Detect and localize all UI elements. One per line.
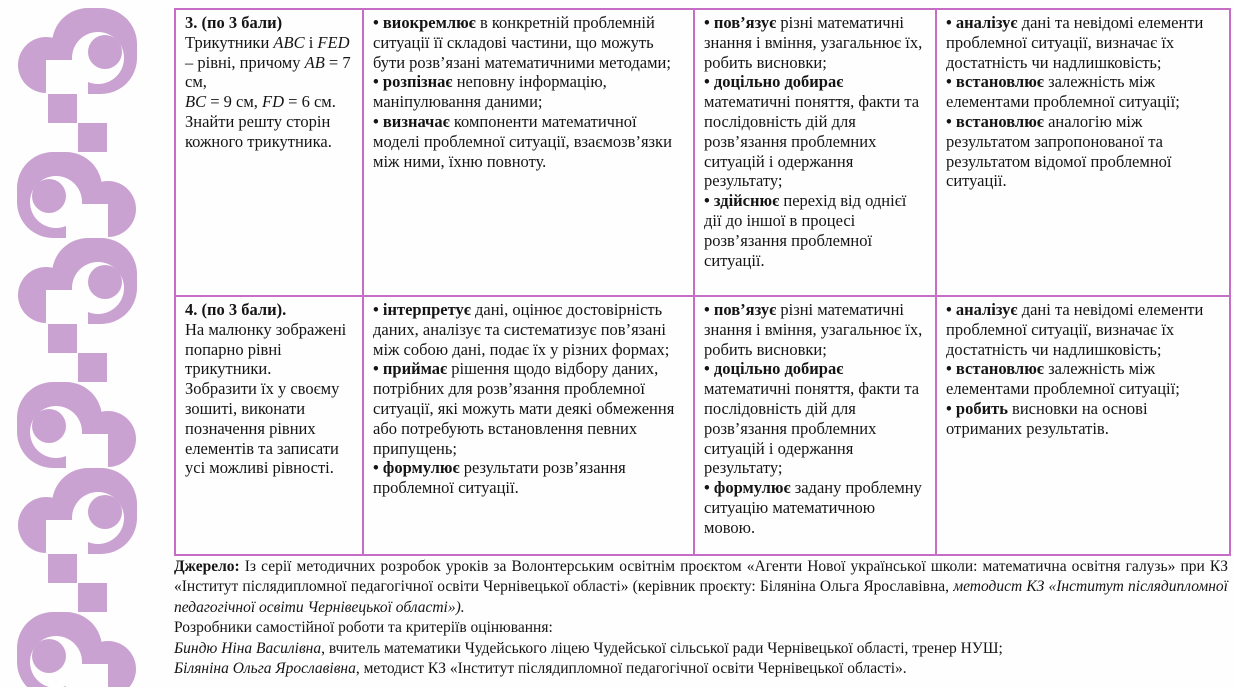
criterion-item: • формулює задану проблемну ситуацію мат… <box>704 478 922 537</box>
table-cell: 4. (по 3 бали). На малюнку зображені попа… <box>176 297 364 554</box>
task-text: На малюнку зображені попарно рівні трику… <box>185 319 347 478</box>
table-cell: • аналізує дані та невідомі елементи про… <box>937 10 1229 297</box>
criterion-item: • приймає рішення щодо відбору даних, по… <box>373 359 675 458</box>
task-text: Трикутники ABC і FED – рівні, причому AB… <box>185 32 351 151</box>
developers-heading: Розробники самостійної роботи та критері… <box>174 619 553 637</box>
developer-name: Біляніна Ольга Ярославівна <box>174 660 356 678</box>
source-italic-text: методист КЗ «Інститут післядипломної пед… <box>174 578 1228 616</box>
table-cell: • пов’язує різні математичні знання і вм… <box>695 297 937 554</box>
developer-line: Біляніна Ольга Ярославівна, методист КЗ … <box>174 659 1228 679</box>
criterion-item: • встановлює залежність між елементами п… <box>946 359 1180 399</box>
developer-line: Биндю Ніна Василівна, вчитель математики… <box>174 639 1228 659</box>
criterion-item: • здійснює перехід від однієї дії до інш… <box>704 191 907 270</box>
criterion-item: • доцільно добирає математичні поняття, … <box>704 72 920 191</box>
table-cell: 3. (по 3 бали) Трикутники ABC і FED – рів… <box>176 10 364 297</box>
criterion-item: • встановлює аналогію між результатом за… <box>946 111 1172 191</box>
table-cell: • пов’язує різні математичні знання і вм… <box>695 10 937 297</box>
table-cell: • аналізує дані та невідомі елементи про… <box>937 297 1229 554</box>
criterion-item: • робить висновки на основі отриманих ре… <box>946 398 1148 438</box>
footer: Джерело: Із серії методичних розробок ур… <box>174 557 1228 680</box>
developer-role: , вчитель математики Чудейського ліцею Ч… <box>321 639 1003 657</box>
criterion-item: • аналізує дані та невідомі елементи про… <box>946 300 1204 359</box>
criterion-item: • виокремлює в конкретній проблемній сит… <box>373 13 671 72</box>
criterion-item: • визначає компоненти математичної модел… <box>373 111 672 171</box>
source-label: Джерело: <box>174 558 240 575</box>
criterion-item: • пов’язує різні математичні знання і вм… <box>704 300 923 359</box>
developer-name: Биндю Ніна Василівна <box>174 639 322 657</box>
criterion-item: • пов’язує різні математичні знання і вм… <box>704 13 923 72</box>
criterion-item: • формулює результати розв’язання пробле… <box>373 458 626 498</box>
task-number: 3. (по 3 бали) <box>185 13 283 32</box>
developer-role: , методист КЗ «Інститут післядипломної п… <box>355 660 907 678</box>
table-cell: • інтерпретує дані, оцінює достовірність… <box>364 297 695 554</box>
criteria-table: 3. (по 3 бали) Трикутники ABC і FED – рів… <box>174 8 1231 556</box>
purple-chain-decoration-icon <box>0 0 150 687</box>
criterion-item: • інтерпретує дані, оцінює достовірність… <box>373 300 670 359</box>
criterion-item: • доцільно добирає математичні поняття, … <box>704 359 920 478</box>
table-cell: • виокремлює в конкретній проблемній сит… <box>364 10 695 297</box>
criterion-item: • розпізнає неповну інформацію, маніпулю… <box>373 72 607 112</box>
source-text: Із серії методичних розробок уроків за В… <box>174 558 1228 596</box>
source-paragraph: Джерело: Із серії методичних розробок ур… <box>174 557 1228 618</box>
task-number: 4. (по 3 бали). <box>185 300 287 319</box>
criterion-item: • аналізує дані та невідомі елементи про… <box>946 13 1204 72</box>
criterion-item: • встановлює залежність між елементами п… <box>946 72 1180 112</box>
